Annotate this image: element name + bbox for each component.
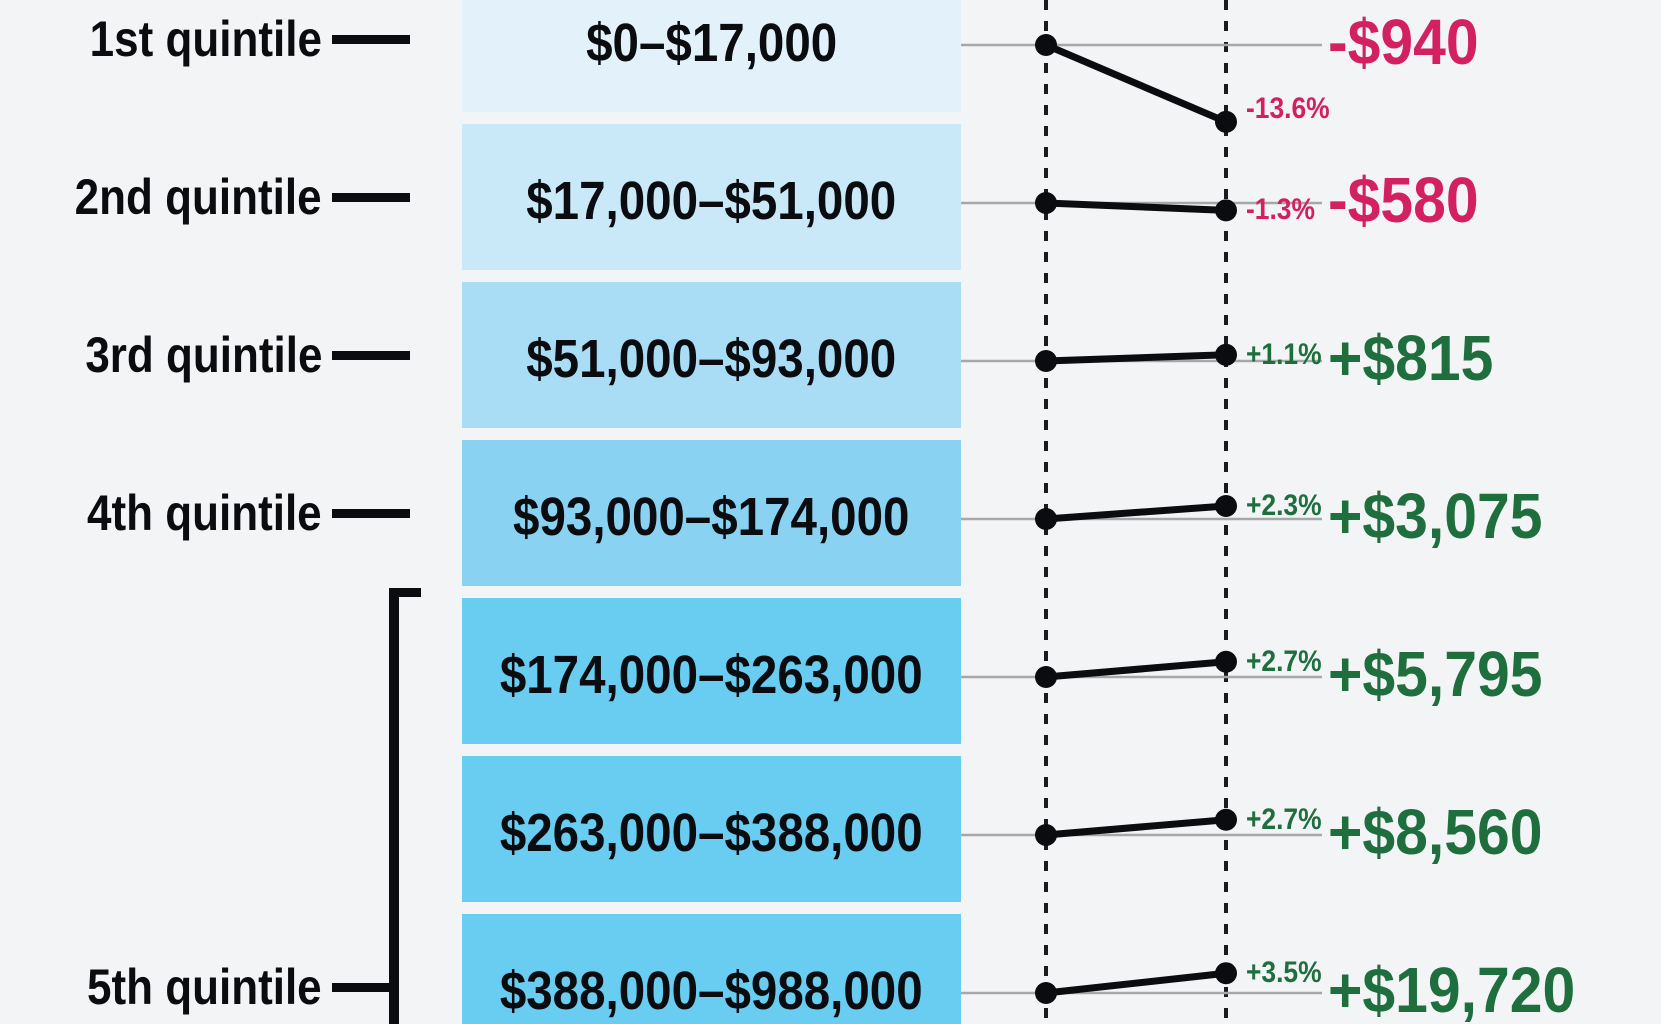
row-start-dot bbox=[1035, 982, 1057, 1004]
quintile-label-dash bbox=[332, 509, 410, 518]
row-slope-line bbox=[1045, 816, 1227, 839]
row-end-dot bbox=[1215, 495, 1237, 518]
income-range-box: $93,000–$174,000 bbox=[462, 440, 961, 586]
row-slope-line bbox=[1045, 969, 1227, 997]
row-start-dot bbox=[1035, 34, 1057, 56]
dollar-change-label: +$5,795 bbox=[1328, 638, 1543, 710]
quintile-label-dash bbox=[332, 983, 389, 992]
row-slope-line bbox=[1045, 502, 1227, 523]
income-range-box: $388,000–$988,000 bbox=[462, 914, 961, 1024]
row-end-dot bbox=[1215, 343, 1237, 366]
income-range-box: $0–$17,000 bbox=[462, 0, 961, 112]
row-end-dot bbox=[1215, 199, 1237, 222]
row-end-dot bbox=[1215, 808, 1237, 831]
quintile-label-dash bbox=[332, 35, 410, 44]
quintile-label-dash bbox=[332, 193, 410, 202]
row-end-dot bbox=[1215, 650, 1237, 673]
percent-change-label: +1.1% bbox=[1246, 338, 1322, 371]
row-slope-line bbox=[1045, 658, 1227, 681]
percent-change-label: -1.3% bbox=[1246, 193, 1315, 226]
row-end-dot bbox=[1215, 962, 1237, 985]
income-range-box: $174,000–$263,000 bbox=[462, 598, 961, 744]
row-end-dot bbox=[1215, 110, 1237, 133]
row-start-dot bbox=[1035, 350, 1057, 372]
fifth-quintile-bracket-line bbox=[389, 588, 399, 1024]
income-range-text: $0–$17,000 bbox=[585, 12, 838, 73]
quintile-label-dash bbox=[332, 351, 410, 360]
income-range-text: $51,000–$93,000 bbox=[526, 328, 897, 389]
income-range-text: $174,000–$263,000 bbox=[500, 644, 923, 705]
income-range-text: $388,000–$988,000 bbox=[500, 960, 923, 1021]
dollar-change-label: +$19,720 bbox=[1328, 954, 1576, 1024]
percent-change-label: +2.7% bbox=[1246, 645, 1322, 678]
percent-change-label: +2.3% bbox=[1246, 489, 1322, 522]
dollar-change-label: +$8,560 bbox=[1328, 796, 1543, 868]
percent-change-label: +3.5% bbox=[1246, 956, 1322, 989]
dollar-change-label: -$940 bbox=[1328, 6, 1479, 78]
income-range-text: $93,000–$174,000 bbox=[513, 486, 910, 547]
dollar-change-label: +$815 bbox=[1328, 322, 1494, 394]
income-range-box: $51,000–$93,000 bbox=[462, 282, 961, 428]
percent-change-label: -13.6% bbox=[1246, 92, 1330, 125]
income-range-box: $17,000–$51,000 bbox=[462, 124, 961, 270]
quintile-label: 2nd quintile bbox=[75, 169, 322, 225]
row-slope-line bbox=[1045, 199, 1227, 214]
quintile-label: 1st quintile bbox=[89, 11, 322, 67]
income-range-box: $263,000–$388,000 bbox=[462, 756, 961, 902]
fifth-quintile-bracket-arm bbox=[389, 588, 421, 597]
row-slope-line bbox=[1045, 351, 1227, 365]
quintile-label: 3rd quintile bbox=[84, 327, 322, 383]
dollar-change-label: -$580 bbox=[1328, 164, 1479, 236]
row-slope-line bbox=[1044, 41, 1228, 126]
income-range-text: $263,000–$388,000 bbox=[500, 802, 923, 863]
row-start-dot bbox=[1035, 824, 1057, 846]
dollar-change-label: +$3,075 bbox=[1328, 480, 1543, 552]
row-start-dot bbox=[1035, 192, 1057, 214]
percent-change-label: +2.7% bbox=[1246, 803, 1322, 836]
row-start-dot bbox=[1035, 508, 1057, 530]
quintile-label: 5th quintile bbox=[87, 959, 322, 1015]
quintile-label: 4th quintile bbox=[87, 485, 322, 541]
row-start-dot bbox=[1035, 666, 1057, 688]
income-range-text: $17,000–$51,000 bbox=[526, 170, 897, 231]
